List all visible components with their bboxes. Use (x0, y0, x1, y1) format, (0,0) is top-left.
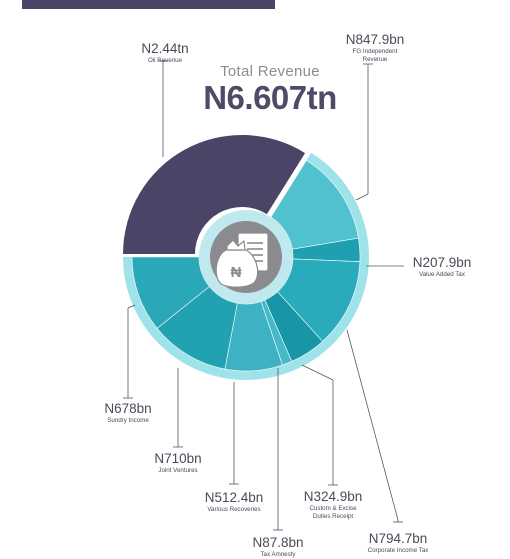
leader-line (127, 304, 136, 309)
name-label-sundry-income: Sundry Income (107, 417, 149, 424)
value-label-oil-revenue: N2.44tn (141, 41, 188, 56)
pie-slices (123, 134, 369, 380)
leader-line (346, 329, 399, 521)
name-label-tax-amnesty: Tax Amnesty (260, 551, 296, 558)
value-label-custom-excise-duties-receipt: N324.9bn (304, 489, 363, 504)
value-label-joint-ventures: N710bn (154, 451, 201, 466)
leader-line (355, 193, 369, 201)
name-label-fg-independent-revenue: FG Independent Revenue (353, 48, 398, 63)
total-revenue-label: Total Revenue (220, 63, 320, 80)
value-label-tax-amnesty: N87.8bn (252, 535, 303, 550)
name-label-corporate-income-tax: Corporate Income Tax (368, 547, 430, 554)
value-label-corporate-income-tax: N794.7bn (369, 531, 428, 546)
money-bag-document-icon: ₦ (215, 232, 269, 288)
top-banner (22, 0, 275, 9)
name-label-oil-revenue: Oil Revenue (148, 57, 183, 64)
center-hub: ₦ (199, 210, 293, 304)
value-label-various-recoveries: N512.4bn (205, 490, 264, 505)
name-label-value-added-tax: Value Added Tax (419, 271, 466, 278)
value-label-fg-independent-revenue: N847.9bn (346, 32, 405, 47)
value-label-sundry-income: N678bn (104, 401, 151, 416)
leader-line (301, 364, 334, 381)
name-label-various-recoveries: Various Recoveries (207, 506, 260, 513)
name-label-joint-ventures: Joint Ventures (158, 467, 197, 474)
slice-oil-revenue (123, 134, 306, 254)
svg-text:₦: ₦ (231, 264, 242, 281)
value-label-value-added-tax: N207.9bn (413, 255, 472, 270)
name-label-custom-excise-duties-receipt: Custom & Excise Duties Receipt (309, 505, 357, 520)
total-revenue-value: N6.607tn (203, 79, 337, 116)
